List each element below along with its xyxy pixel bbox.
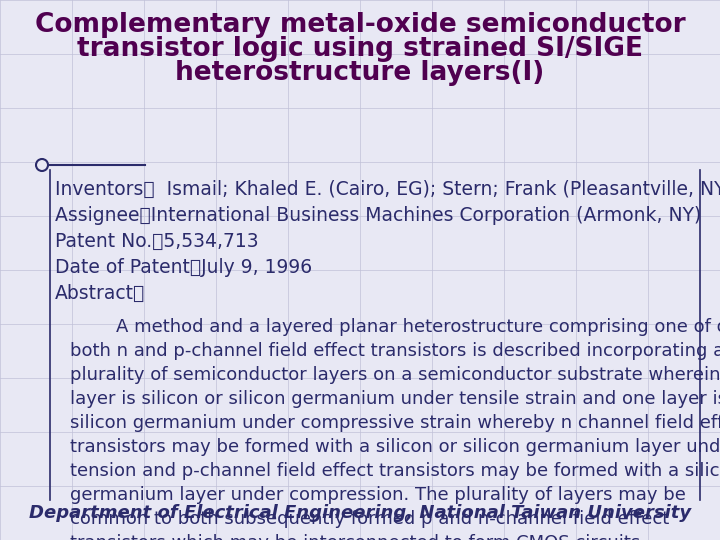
Text: plurality of semiconductor layers on a semiconductor substrate wherein one: plurality of semiconductor layers on a s… — [70, 366, 720, 384]
Text: Complementary metal-oxide semiconductor: Complementary metal-oxide semiconductor — [35, 12, 685, 38]
Text: Abstract：: Abstract： — [55, 284, 145, 303]
Text: both n and p-channel field effect transistors is described incorporating a: both n and p-channel field effect transi… — [70, 342, 720, 360]
Text: layer is silicon or silicon germanium under tensile strain and one layer is: layer is silicon or silicon germanium un… — [70, 390, 720, 408]
Text: Assignee：International Business Machines Corporation (Armonk, NY): Assignee：International Business Machines… — [55, 206, 701, 225]
Text: heterostructure layers(I): heterostructure layers(I) — [176, 60, 544, 86]
Text: transistors which may be interconnected to form CMOS circuits.: transistors which may be interconnected … — [70, 534, 646, 540]
Text: common to both subsequently formed p and n-channel field effect: common to both subsequently formed p and… — [70, 510, 670, 528]
Text: tension and p-channel field effect transistors may be formed with a silicon: tension and p-channel field effect trans… — [70, 462, 720, 480]
Circle shape — [36, 159, 48, 171]
Text: germanium layer under compression. The plurality of layers may be: germanium layer under compression. The p… — [70, 486, 686, 504]
Text: silicon germanium under compressive strain whereby n channel field effect: silicon germanium under compressive stra… — [70, 414, 720, 432]
Text: transistors may be formed with a silicon or silicon germanium layer under: transistors may be formed with a silicon… — [70, 438, 720, 456]
Text: Department of Electrical Engineering, National Taiwan University: Department of Electrical Engineering, Na… — [29, 504, 691, 522]
Text: A method and a layered planar heterostructure comprising one of or: A method and a layered planar heterostru… — [70, 318, 720, 336]
Text: transistor logic using strained SI/SIGE: transistor logic using strained SI/SIGE — [77, 36, 643, 62]
Text: Patent No.：5,534,713: Patent No.：5,534,713 — [55, 232, 258, 251]
Text: Inventors：  Ismail; Khaled E. (Cairo, EG); Stern; Frank (Pleasantville, NY): Inventors： Ismail; Khaled E. (Cairo, EG)… — [55, 180, 720, 199]
Text: Date of Patent：July 9, 1996: Date of Patent：July 9, 1996 — [55, 258, 312, 277]
